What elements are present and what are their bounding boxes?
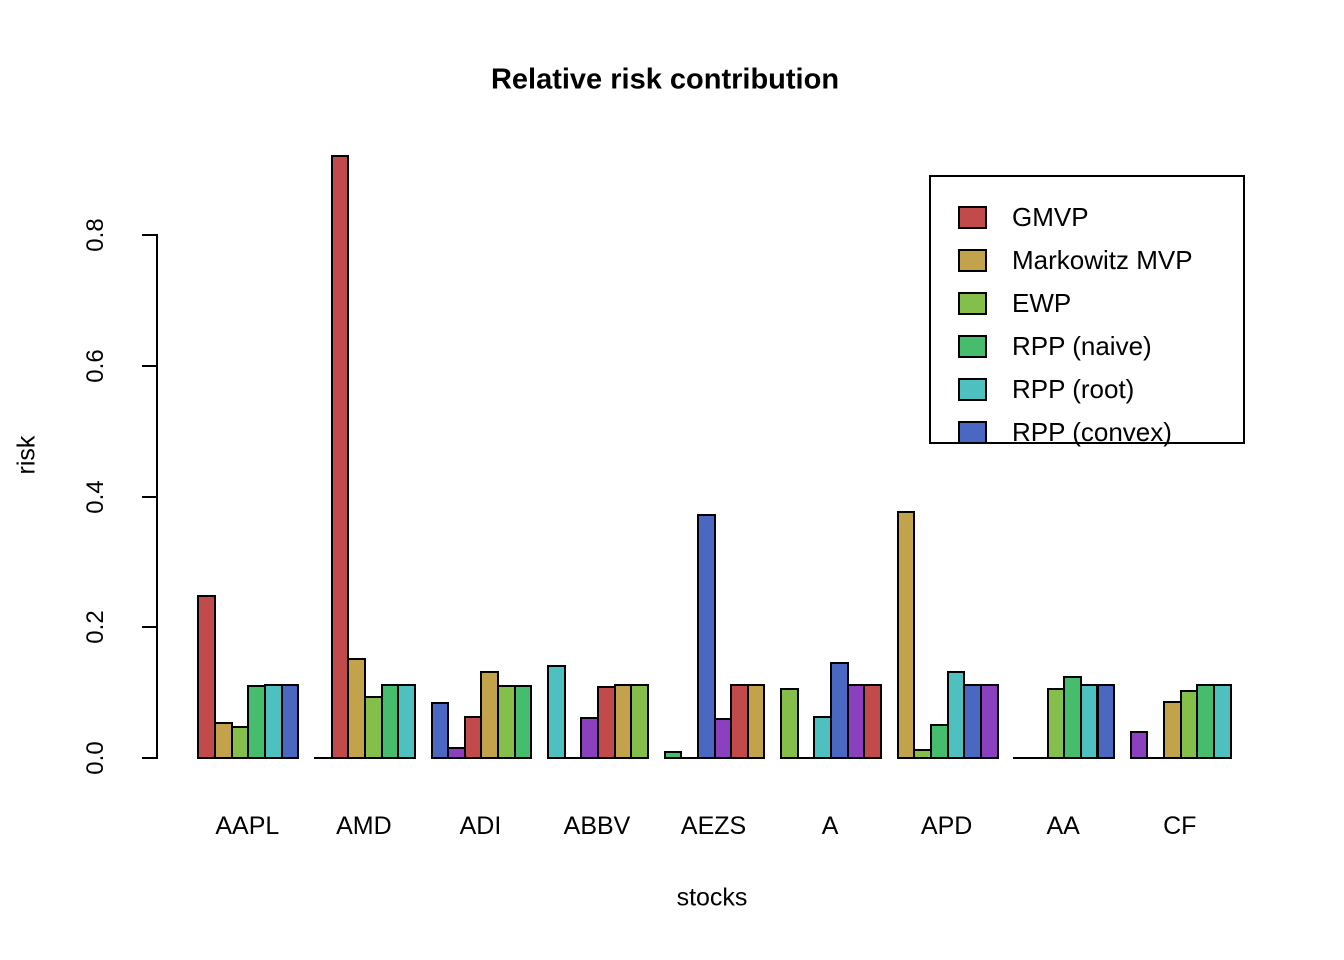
y-tick-label: 0.0 — [82, 741, 109, 775]
y-axis-title: risk — [12, 435, 41, 475]
legend-label: GMVP — [1012, 202, 1089, 232]
legend-label: RPP (convex) — [1012, 417, 1172, 447]
bar-APD-gmvp — [896, 511, 916, 759]
bar-AEZS-gmvp — [663, 751, 683, 759]
x-category-label-abbv: ABBV — [563, 812, 631, 840]
legend-swatch-icon — [958, 206, 987, 229]
legend-swatch-icon — [958, 421, 987, 444]
legend-swatch-icon — [958, 335, 987, 358]
x-category-label-aapl: AAPL — [215, 812, 280, 840]
y-tick — [142, 234, 156, 236]
y-tick-label: 0.8 — [82, 218, 109, 252]
legend-swatch-icon — [958, 249, 987, 272]
bar-AMD-markowitz-mvp — [330, 155, 350, 759]
bar-ADI-gmvp — [430, 702, 450, 759]
bar-AMD-rpp-convex- — [397, 684, 416, 759]
y-tick — [142, 364, 156, 367]
bar-AEZS-ewp — [696, 514, 716, 759]
bar-AEZS-rpp-convex- — [746, 684, 766, 759]
x-category-label-cf: CF — [1163, 812, 1197, 840]
x-category-label-aezs: AEZS — [680, 812, 747, 840]
legend: GMVP Markowitz MVP EWP RPP (naive) RPP (root… — [929, 175, 1245, 447]
legend-swatch-icon — [958, 292, 987, 315]
y-axis-line — [156, 234, 158, 759]
x-category-label-adi: ADI — [459, 812, 502, 840]
legend-label: RPP (root) — [1012, 374, 1135, 404]
y-tick — [142, 757, 156, 759]
bar-AAPL-gmvp — [197, 595, 217, 759]
legend-row: RPP (convex) — [958, 411, 1243, 454]
legend-label: EWP — [1012, 288, 1072, 318]
bar-ABBV-rpp-convex- — [630, 684, 649, 759]
x-category-label-amd: AMD — [336, 812, 392, 840]
x-category-label-apd: APD — [920, 812, 973, 840]
chart-title: Relative risk contribution — [490, 63, 840, 96]
legend-row: RPP (naive) — [958, 325, 1243, 368]
bar-ABBV-gmvp — [547, 665, 566, 759]
x-category-label-aa: AA — [1046, 812, 1080, 840]
x-category-label-a: A — [821, 812, 839, 840]
legend-row: GMVP — [958, 196, 1243, 239]
legend-row: Markowitz MVP — [958, 239, 1243, 282]
legend-row: EWP — [958, 282, 1243, 325]
legend-swatch-icon — [958, 378, 987, 401]
bar-ADI-rpp-convex- — [513, 685, 533, 759]
y-tick-label: 0.6 — [82, 349, 109, 383]
bar-A-gmvp — [780, 688, 799, 759]
bar-A-rpp-convex- — [863, 684, 883, 759]
y-tick — [142, 495, 156, 498]
x-axis-title: stocks — [676, 883, 748, 912]
legend-label: Markowitz MVP — [1012, 245, 1193, 275]
bar-CF-rpp-convex- — [1213, 684, 1232, 759]
bar-CF-gmvp — [1129, 731, 1149, 759]
bar-APD-rpp-convex- — [979, 684, 999, 759]
y-tick-label: 0.4 — [82, 479, 109, 514]
y-tick-label: 0.2 — [82, 610, 109, 644]
y-tick — [142, 626, 156, 629]
bar-AAPL-rpp-convex- — [280, 684, 300, 759]
bar-AA-rpp-convex- — [1096, 684, 1116, 759]
legend-row: RPP (root) — [958, 368, 1243, 411]
legend-label: RPP (naive) — [1012, 331, 1152, 361]
